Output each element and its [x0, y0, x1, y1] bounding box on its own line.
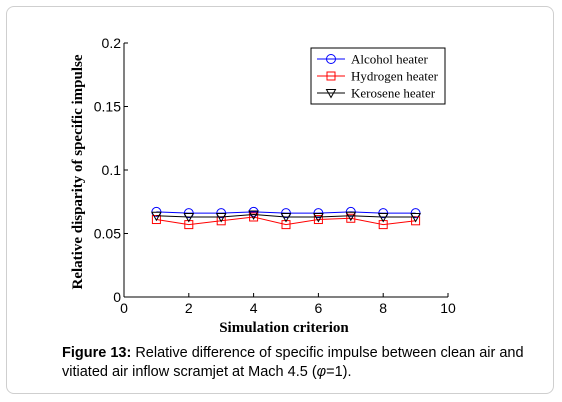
legend-marker — [326, 54, 336, 64]
caption-tail: =1). — [326, 364, 352, 380]
chart-series — [151, 206, 421, 230]
legend-label: Hydrogen heater — [351, 69, 439, 84]
data-point — [215, 212, 227, 223]
caption-label: Figure 13: — [62, 345, 132, 361]
figure-caption: Figure 13: Relative difference of specif… — [62, 344, 532, 382]
y-tick-label: 0.2 — [102, 35, 122, 51]
legend-label: Kerosene heater — [351, 86, 436, 101]
legend-marker — [325, 89, 337, 99]
data-point — [345, 211, 357, 222]
legend-label: Alcohol heater — [351, 52, 429, 67]
data-point — [249, 212, 259, 222]
data-point — [313, 215, 323, 225]
series-line — [156, 213, 416, 218]
y-axis-label: Relative disparity of specific impulse — [70, 54, 86, 289]
chart-legend: Alcohol heater Hydrogen heater Kerosene he… — [310, 47, 446, 105]
x-axis-label: Simulation criterion — [219, 320, 349, 336]
data-point — [151, 215, 161, 225]
data-point — [410, 212, 421, 223]
x-tick-label: 0 — [120, 300, 128, 316]
data-point — [248, 210, 259, 220]
data-point — [151, 211, 162, 222]
data-point — [377, 212, 389, 223]
x-tick-label: 10 — [440, 300, 456, 316]
series-square — [151, 212, 421, 230]
y-tick-label: 0 — [113, 289, 121, 305]
caption-phi: φ — [316, 364, 327, 380]
series-line — [156, 216, 416, 226]
data-point — [313, 212, 324, 223]
data-point — [280, 212, 292, 223]
x-tick-label: 6 — [315, 300, 323, 316]
legend-marker — [326, 71, 336, 81]
y-tick-label: 0.05 — [94, 226, 121, 242]
caption-text: Relative difference of specific impulse … — [62, 345, 524, 380]
x-tick-label: 4 — [250, 300, 258, 316]
data-point — [183, 212, 195, 223]
series-triangle-down — [151, 210, 421, 223]
y-tick-label: 0.15 — [94, 99, 121, 115]
figure-frame — [6, 6, 554, 394]
chart-axes: 0 2 4 6 8 10 0 0.05 0.1 0.15 0.2 — [94, 35, 456, 316]
series-line — [156, 211, 416, 214]
x-tick-label: 8 — [379, 300, 387, 316]
x-tick-label: 2 — [185, 300, 193, 316]
data-point — [346, 213, 356, 223]
y-tick-label: 0.1 — [102, 162, 122, 178]
